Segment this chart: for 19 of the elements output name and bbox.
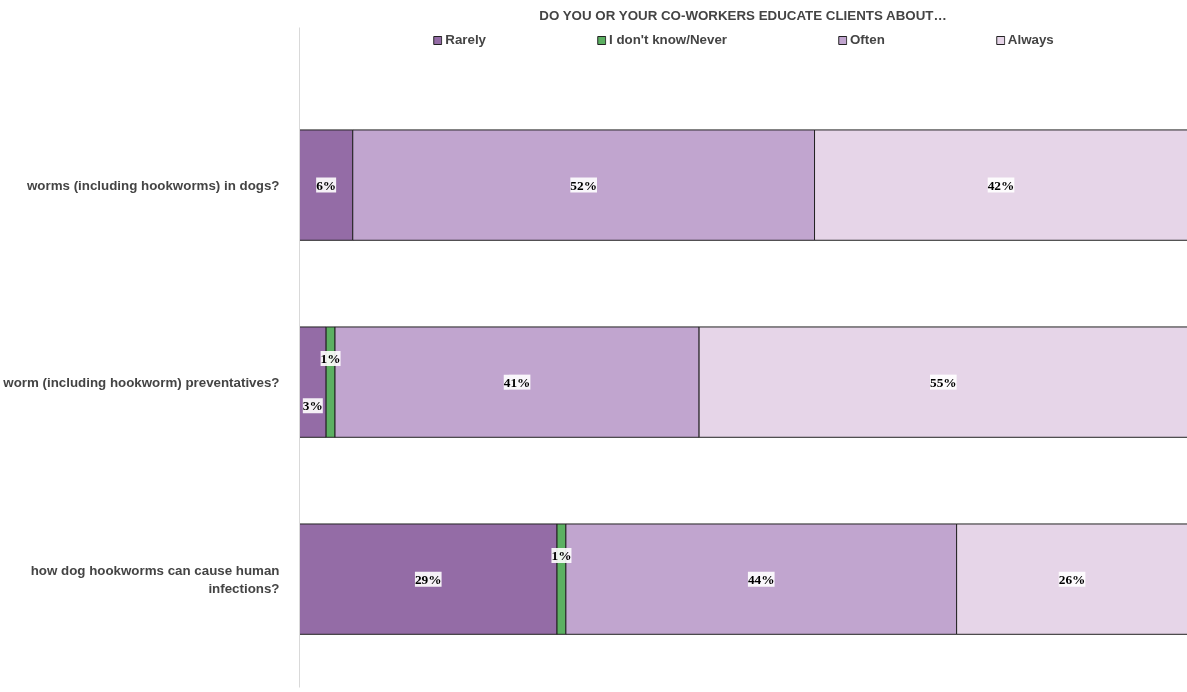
legend-label: Often	[849, 32, 885, 47]
data-label: 55%	[929, 374, 957, 390]
y-tick-label: worms (including hookworms) in dogs?	[26, 177, 280, 193]
data-label: 52%	[570, 177, 597, 193]
data-label: 29%	[414, 571, 442, 587]
data-label: 41%	[503, 374, 531, 390]
data-label: 1%	[320, 350, 341, 366]
legend-label: I don't know/Never	[609, 32, 727, 47]
y-tick-label: worm (including hookworm) preventatives?	[2, 374, 280, 390]
data-label: 42%	[987, 177, 1015, 193]
data-label: 3%	[302, 398, 323, 414]
data-label: 26%	[1058, 571, 1086, 587]
data-label: 1%	[551, 548, 572, 563]
y-tick-label: how dog hookworms can cause human infections?	[30, 562, 280, 596]
chart-title: DO YOU OR YOUR CO-WORKERS EDUCATE CLIENTS ABOUT…	[539, 7, 947, 23]
data-label: 6%	[316, 177, 337, 193]
legend-label: Always	[1007, 32, 1054, 47]
data-label: 44%	[747, 571, 775, 587]
legend-label: Rarely	[445, 32, 487, 47]
